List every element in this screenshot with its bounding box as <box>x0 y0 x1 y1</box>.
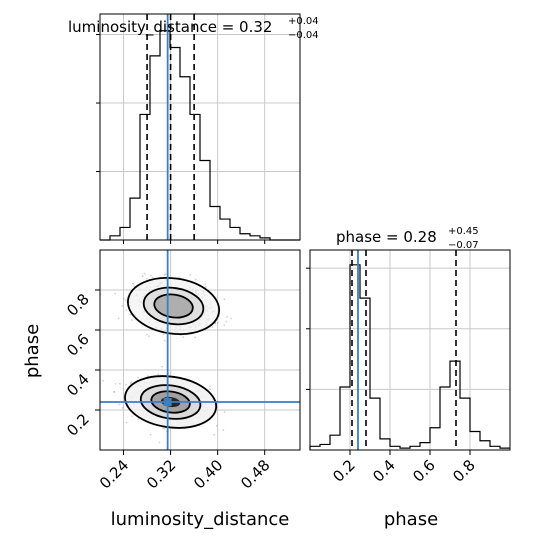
phase-hist-frame <box>309 249 511 451</box>
joint-ytick-label-1: 0.4 <box>63 370 93 400</box>
joint-sample-point <box>209 388 212 391</box>
joint-sample-point <box>205 286 207 288</box>
joint-posterior-panel: 0.24 0.32 0.40 0.48 0.2 0.4 0.6 0.8 <box>63 249 301 492</box>
joint-sample-point <box>157 373 160 376</box>
joint-sample-point <box>118 382 121 385</box>
joint-sample-point <box>163 339 166 342</box>
joint-sample-point <box>226 315 228 318</box>
joint-sample-point <box>137 418 140 421</box>
joint-sample-point <box>114 292 117 295</box>
joint-sample-point <box>121 406 124 409</box>
joint-sample-point <box>148 335 150 337</box>
joint-sample-point <box>150 274 152 277</box>
joint-sample-point <box>178 276 181 279</box>
joint-sample-point <box>161 365 164 368</box>
joint-sample-point <box>225 320 228 323</box>
joint-sample-point <box>194 336 197 339</box>
joint-sample-point <box>230 317 233 320</box>
joint-sample-point <box>122 297 125 300</box>
joint-sample-point <box>151 276 154 279</box>
joint-sample-point <box>114 383 117 385</box>
joint-sample-point <box>146 375 149 378</box>
joint-sample-point <box>211 326 214 328</box>
joint-sample-point <box>102 379 104 382</box>
joint-ytick-label-0: 0.2 <box>63 410 93 440</box>
joint-sample-point <box>222 429 225 431</box>
joint-sample-point <box>162 427 165 430</box>
joint-sample-point <box>223 324 226 326</box>
phase-hist-histogram-steps <box>309 264 510 450</box>
joint-sample-point <box>163 427 166 430</box>
joint-sample-point <box>145 277 148 280</box>
joint-sample-point <box>162 333 165 336</box>
joint-sample-point <box>163 274 166 276</box>
luminosity-distance-histogram-panel <box>96 13 301 244</box>
luminosity-distance-title: luminosity_distance = 0.32 <box>68 18 272 37</box>
joint-sample-point <box>213 433 216 436</box>
joint-sample-point <box>141 275 144 278</box>
joint-sample-point <box>117 317 120 320</box>
contour-mode1-level-2 <box>153 293 194 319</box>
joint-sample-point <box>132 282 134 285</box>
phase-title: phase = 0.28 <box>336 228 437 246</box>
joint-sample-point <box>113 391 115 393</box>
joint-sample-point <box>216 321 219 324</box>
joint-sample-point <box>130 381 133 384</box>
joint-sample-point <box>131 415 133 417</box>
phase-histogram-panel: 0.2 0.4 0.6 0.8 <box>306 249 511 486</box>
ld-hist-frame <box>99 13 301 241</box>
joint-sample-point <box>149 433 152 436</box>
joint-frame <box>99 249 301 451</box>
joint-ytick-label-3: 0.8 <box>63 290 93 320</box>
phase-hist-xtick-label-2: 0.6 <box>409 456 439 486</box>
joint-sample-point <box>143 272 146 275</box>
joint-sample-point <box>158 441 161 444</box>
x-axis-label-luminosity-distance: luminosity_distance <box>111 509 290 530</box>
joint-sample-point <box>124 299 127 302</box>
phase-hist-xtick-label-3: 0.8 <box>449 456 479 486</box>
joint-sample-point <box>146 333 148 336</box>
joint-sample-point <box>125 309 128 311</box>
joint-sample-point <box>137 376 140 379</box>
luminosity-distance-title-lower: −0.04 <box>288 30 319 41</box>
joint-sample-point <box>118 403 121 406</box>
joint-sample-point <box>223 411 226 414</box>
joint-xtick-label-2: 0.40 <box>190 456 226 492</box>
joint-xtick-label-3: 0.48 <box>237 456 273 492</box>
phase-title-lower: −0.07 <box>448 240 479 251</box>
joint-sample-point <box>215 424 218 427</box>
joint-sample-point <box>129 382 132 385</box>
joint-sample-point <box>121 305 124 307</box>
phase-title-upper: +0.45 <box>448 226 479 237</box>
joint-sample-point <box>125 383 127 386</box>
joint-sample-point <box>223 298 226 301</box>
joint-xtick-label-0: 0.24 <box>96 456 132 492</box>
x-axis-label-phase: phase <box>384 509 438 530</box>
joint-sample-point <box>129 313 132 316</box>
joint-xtick-label-1: 0.32 <box>143 456 179 492</box>
phase-hist-xtick-label-1: 0.4 <box>369 456 399 486</box>
joint-sample-point <box>204 283 207 285</box>
phase-hist-xtick-label-0: 0.2 <box>329 456 359 486</box>
joint-sample-point <box>209 385 211 387</box>
y-axis-label-phase: phase <box>22 324 43 378</box>
joint-sample-point <box>125 421 128 424</box>
joint-sample-point <box>194 278 197 281</box>
joint-sample-point <box>182 336 185 339</box>
joint-ytick-label-2: 0.6 <box>63 330 93 360</box>
joint-sample-point <box>164 273 167 275</box>
luminosity-distance-title-upper: +0.04 <box>288 16 319 27</box>
joint-sample-point <box>113 391 116 393</box>
joint-sample-point <box>131 319 133 321</box>
joint-truth-marker <box>163 398 172 406</box>
ld-hist-histogram-steps <box>100 30 300 241</box>
joint-sample-point <box>214 322 217 325</box>
joint-sample-point <box>189 274 192 276</box>
